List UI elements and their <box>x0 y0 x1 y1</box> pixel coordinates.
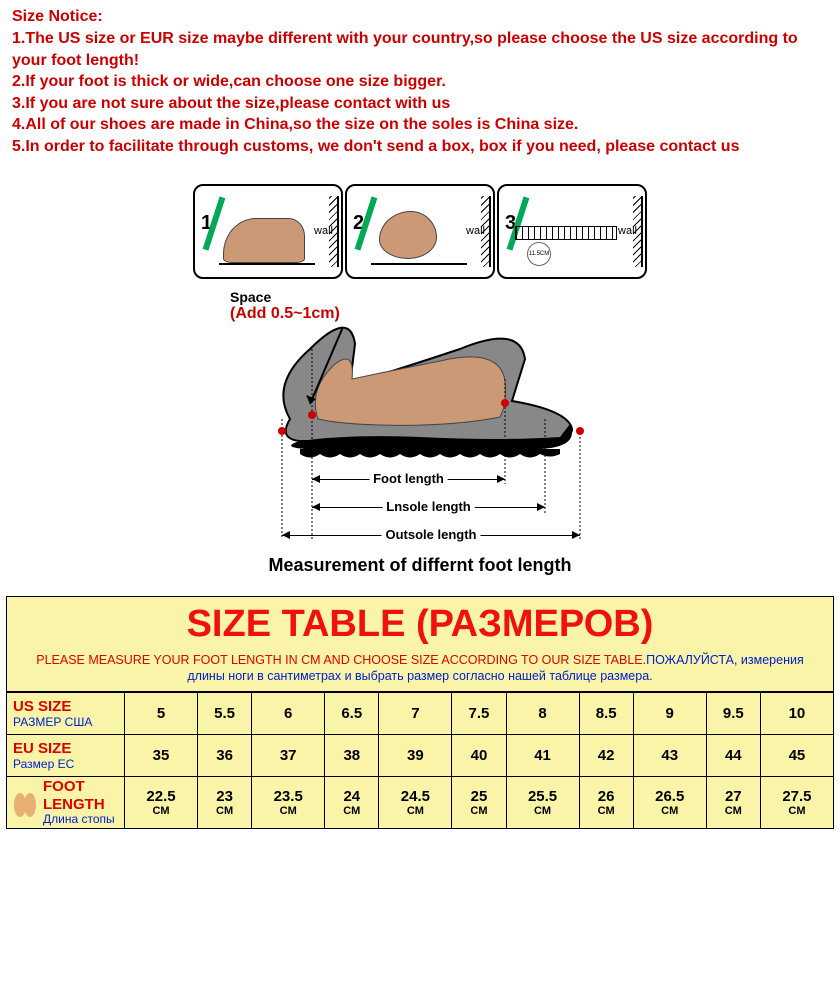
red-dot-icon <box>501 399 509 407</box>
notice-title: Size Notice: <box>12 8 828 26</box>
diagram-caption: Measurement of differnt foot length <box>0 555 840 576</box>
size-cell: 40 <box>452 735 506 777</box>
row-label-secondary: Длина стопы <box>43 813 123 827</box>
row-label-secondary: Размер ЕС <box>13 758 123 772</box>
size-cell: 44 <box>706 735 760 777</box>
foot-length-dimension: Foot length <box>312 479 505 480</box>
foot-pair-icon <box>11 785 39 819</box>
size-cell: 8.5 <box>579 693 633 735</box>
size-cell: 45 <box>760 735 833 777</box>
size-cell: 36 <box>198 735 252 777</box>
insole-length-label: Lnsole length <box>382 499 475 514</box>
size-cell: 37 <box>252 735 325 777</box>
size-cell: 9.5 <box>706 693 760 735</box>
size-cell: 7 <box>379 693 452 735</box>
wall-hatch-icon <box>335 196 339 267</box>
baseline <box>371 263 467 265</box>
wall-hatch-icon <box>639 196 643 267</box>
instruct-english: PLEASE MEASURE YOUR FOOT LENGTH IN CM AN… <box>36 653 646 667</box>
table-row: EU SIZEРазмер ЕС3536373839404142434445 <box>7 735 834 777</box>
table-row: FOOT LENGTHДлина стопы22.5CM23CM23.5CM24… <box>7 777 834 828</box>
step-box-1: 1 wall <box>193 184 343 279</box>
row-label-secondary: РАЗМЕР США <box>13 716 123 730</box>
size-cell: 41 <box>506 735 579 777</box>
size-cell: 25.5CM <box>506 777 579 828</box>
size-notice-section: Size Notice: 1.The US size or EUR size m… <box>0 0 840 174</box>
baseline <box>219 263 315 265</box>
insole-length-dimension: Lnsole length <box>312 507 545 508</box>
size-table-title: SIZE TABLE (РАЗМЕРОВ) <box>6 596 834 648</box>
size-cell: 5 <box>125 693 198 735</box>
size-cell: 9 <box>633 693 706 735</box>
size-cell: 23.5CM <box>252 777 325 828</box>
ruler-reading-icon: 11.5CM <box>527 242 551 266</box>
size-cell: 35 <box>125 735 198 777</box>
size-cell: 27.5CM <box>760 777 833 828</box>
size-cell: 5.5 <box>198 693 252 735</box>
size-cell: 24CM <box>325 777 379 828</box>
notice-line-2: 2.If your foot is thick or wide,can choo… <box>12 71 828 93</box>
size-cell: 6.5 <box>325 693 379 735</box>
notice-line-5: 5.In order to facilitate through customs… <box>12 136 828 158</box>
size-cell: 39 <box>379 735 452 777</box>
row-label: FOOT LENGTHДлина стопы <box>7 777 125 828</box>
table-row: US SIZEРАЗМЕР США55.566.577.588.599.510 <box>7 693 834 735</box>
size-cell: 25CM <box>452 777 506 828</box>
notice-line-4: 4.All of our shoes are made in China,so … <box>12 114 828 136</box>
size-cell: 43 <box>633 735 706 777</box>
row-label: US SIZEРАЗМЕР США <box>7 693 125 735</box>
foot-side-icon <box>223 218 305 263</box>
red-dot-icon <box>278 427 286 435</box>
foot-top-icon <box>379 211 437 259</box>
size-table-section: SIZE TABLE (РАЗМЕРОВ) PLEASE MEASURE YOU… <box>0 596 840 835</box>
size-cell: 26.5CM <box>633 777 706 828</box>
size-cell: 22.5CM <box>125 777 198 828</box>
red-dot-icon <box>576 427 584 435</box>
size-cell: 26CM <box>579 777 633 828</box>
size-cell: 7.5 <box>452 693 506 735</box>
size-cell: 38 <box>325 735 379 777</box>
row-label: EU SIZEРазмер ЕС <box>7 735 125 777</box>
size-cell: 24.5CM <box>379 777 452 828</box>
shoe-measurement-diagram: Space (Add 0.5~1cm) Foot length Lnsole l… <box>200 289 640 549</box>
measurement-diagram-section: 1 wall 2 wall 3 11.5CM wall Space (Add <box>0 174 840 596</box>
step-box-3: 3 11.5CM wall <box>497 184 647 279</box>
size-cell: 23CM <box>198 777 252 828</box>
measurement-steps: 1 wall 2 wall 3 11.5CM wall <box>193 184 647 279</box>
size-cell: 42 <box>579 735 633 777</box>
row-label-primary: FOOT LENGTH <box>43 778 105 812</box>
outsole-length-dimension: Outsole length <box>282 535 580 536</box>
size-cell: 27CM <box>706 777 760 828</box>
red-dot-icon <box>308 411 316 419</box>
size-cell: 8 <box>506 693 579 735</box>
notice-line-3: 3.If you are not sure about the size,ple… <box>12 93 828 115</box>
size-cell: 10 <box>760 693 833 735</box>
notice-line-1: 1.The US size or EUR size maybe differen… <box>12 28 828 71</box>
wall-hatch-icon <box>487 196 491 267</box>
row-label-primary: EU SIZE <box>13 740 71 757</box>
outsole-length-label: Outsole length <box>382 527 481 542</box>
size-cell: 6 <box>252 693 325 735</box>
ruler-icon <box>515 226 617 240</box>
row-label-primary: US SIZE <box>13 698 71 715</box>
foot-length-label: Foot length <box>369 471 448 486</box>
size-table: US SIZEРАЗМЕР США55.566.577.588.599.510E… <box>6 692 834 828</box>
step-box-2: 2 wall <box>345 184 495 279</box>
size-table-instructions: PLEASE MEASURE YOUR FOOT LENGTH IN CM AN… <box>6 648 834 693</box>
